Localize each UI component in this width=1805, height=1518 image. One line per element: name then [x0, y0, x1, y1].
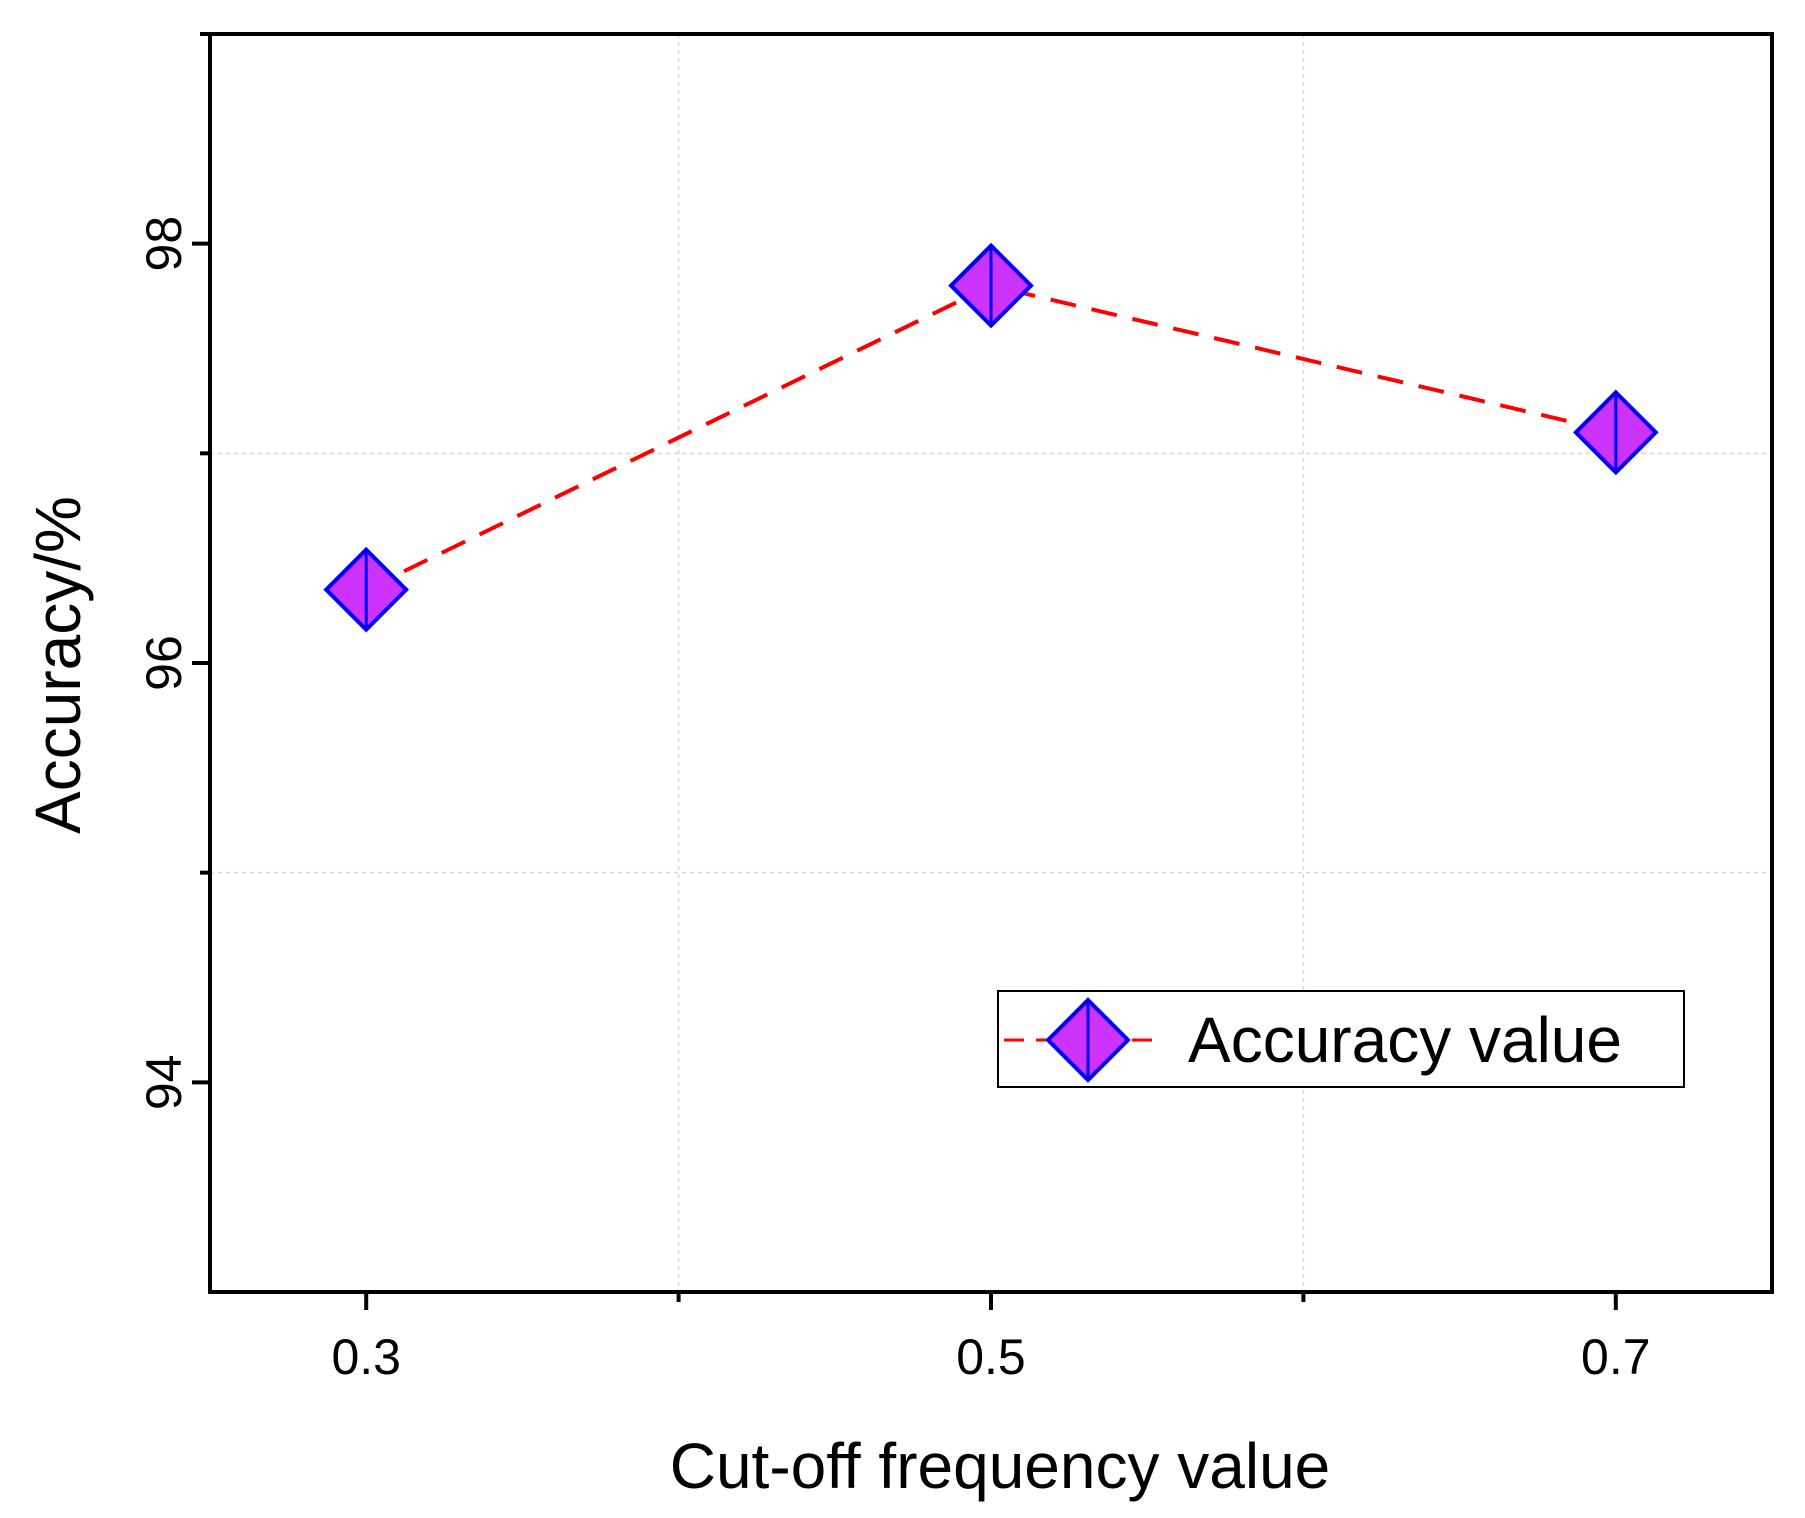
data-point	[948, 242, 1034, 329]
series-line	[365, 283, 1617, 592]
y-tick-label: 98	[136, 216, 192, 272]
x-tick-label: 0.7	[1581, 1329, 1651, 1385]
legend-diamond	[1045, 997, 1131, 1083]
legend-diamond-marker	[1045, 997, 1131, 1083]
series-layer	[323, 242, 1659, 633]
x-tick-label: 0.3	[331, 1329, 401, 1385]
legend-label: Accuracy value	[1188, 1004, 1622, 1076]
y-axis-title: Accuracy/%	[22, 496, 94, 834]
legend: Accuracy value	[997, 990, 1685, 1088]
grid-layer	[210, 33, 1772, 1292]
data-point	[323, 546, 410, 633]
x-tick-label: 0.5	[956, 1329, 1026, 1385]
y-tick-label: 94	[136, 1055, 192, 1111]
y-tick-label: 96	[136, 635, 192, 691]
ticks-layer: 0.3 0.5 0.7 94 96 98	[136, 32, 1651, 1385]
data-point	[1572, 389, 1659, 476]
axes-layer	[208, 32, 1774, 1294]
x-axis-title: Cut-off frequency value	[670, 1430, 1331, 1502]
plot-frame	[208, 32, 1774, 1294]
